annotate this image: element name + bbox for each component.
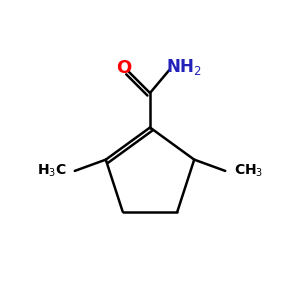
Text: O: O	[116, 59, 131, 77]
Text: H$_3$C: H$_3$C	[37, 163, 66, 179]
Text: CH$_3$: CH$_3$	[234, 163, 263, 179]
Text: NH$_2$: NH$_2$	[167, 57, 202, 77]
